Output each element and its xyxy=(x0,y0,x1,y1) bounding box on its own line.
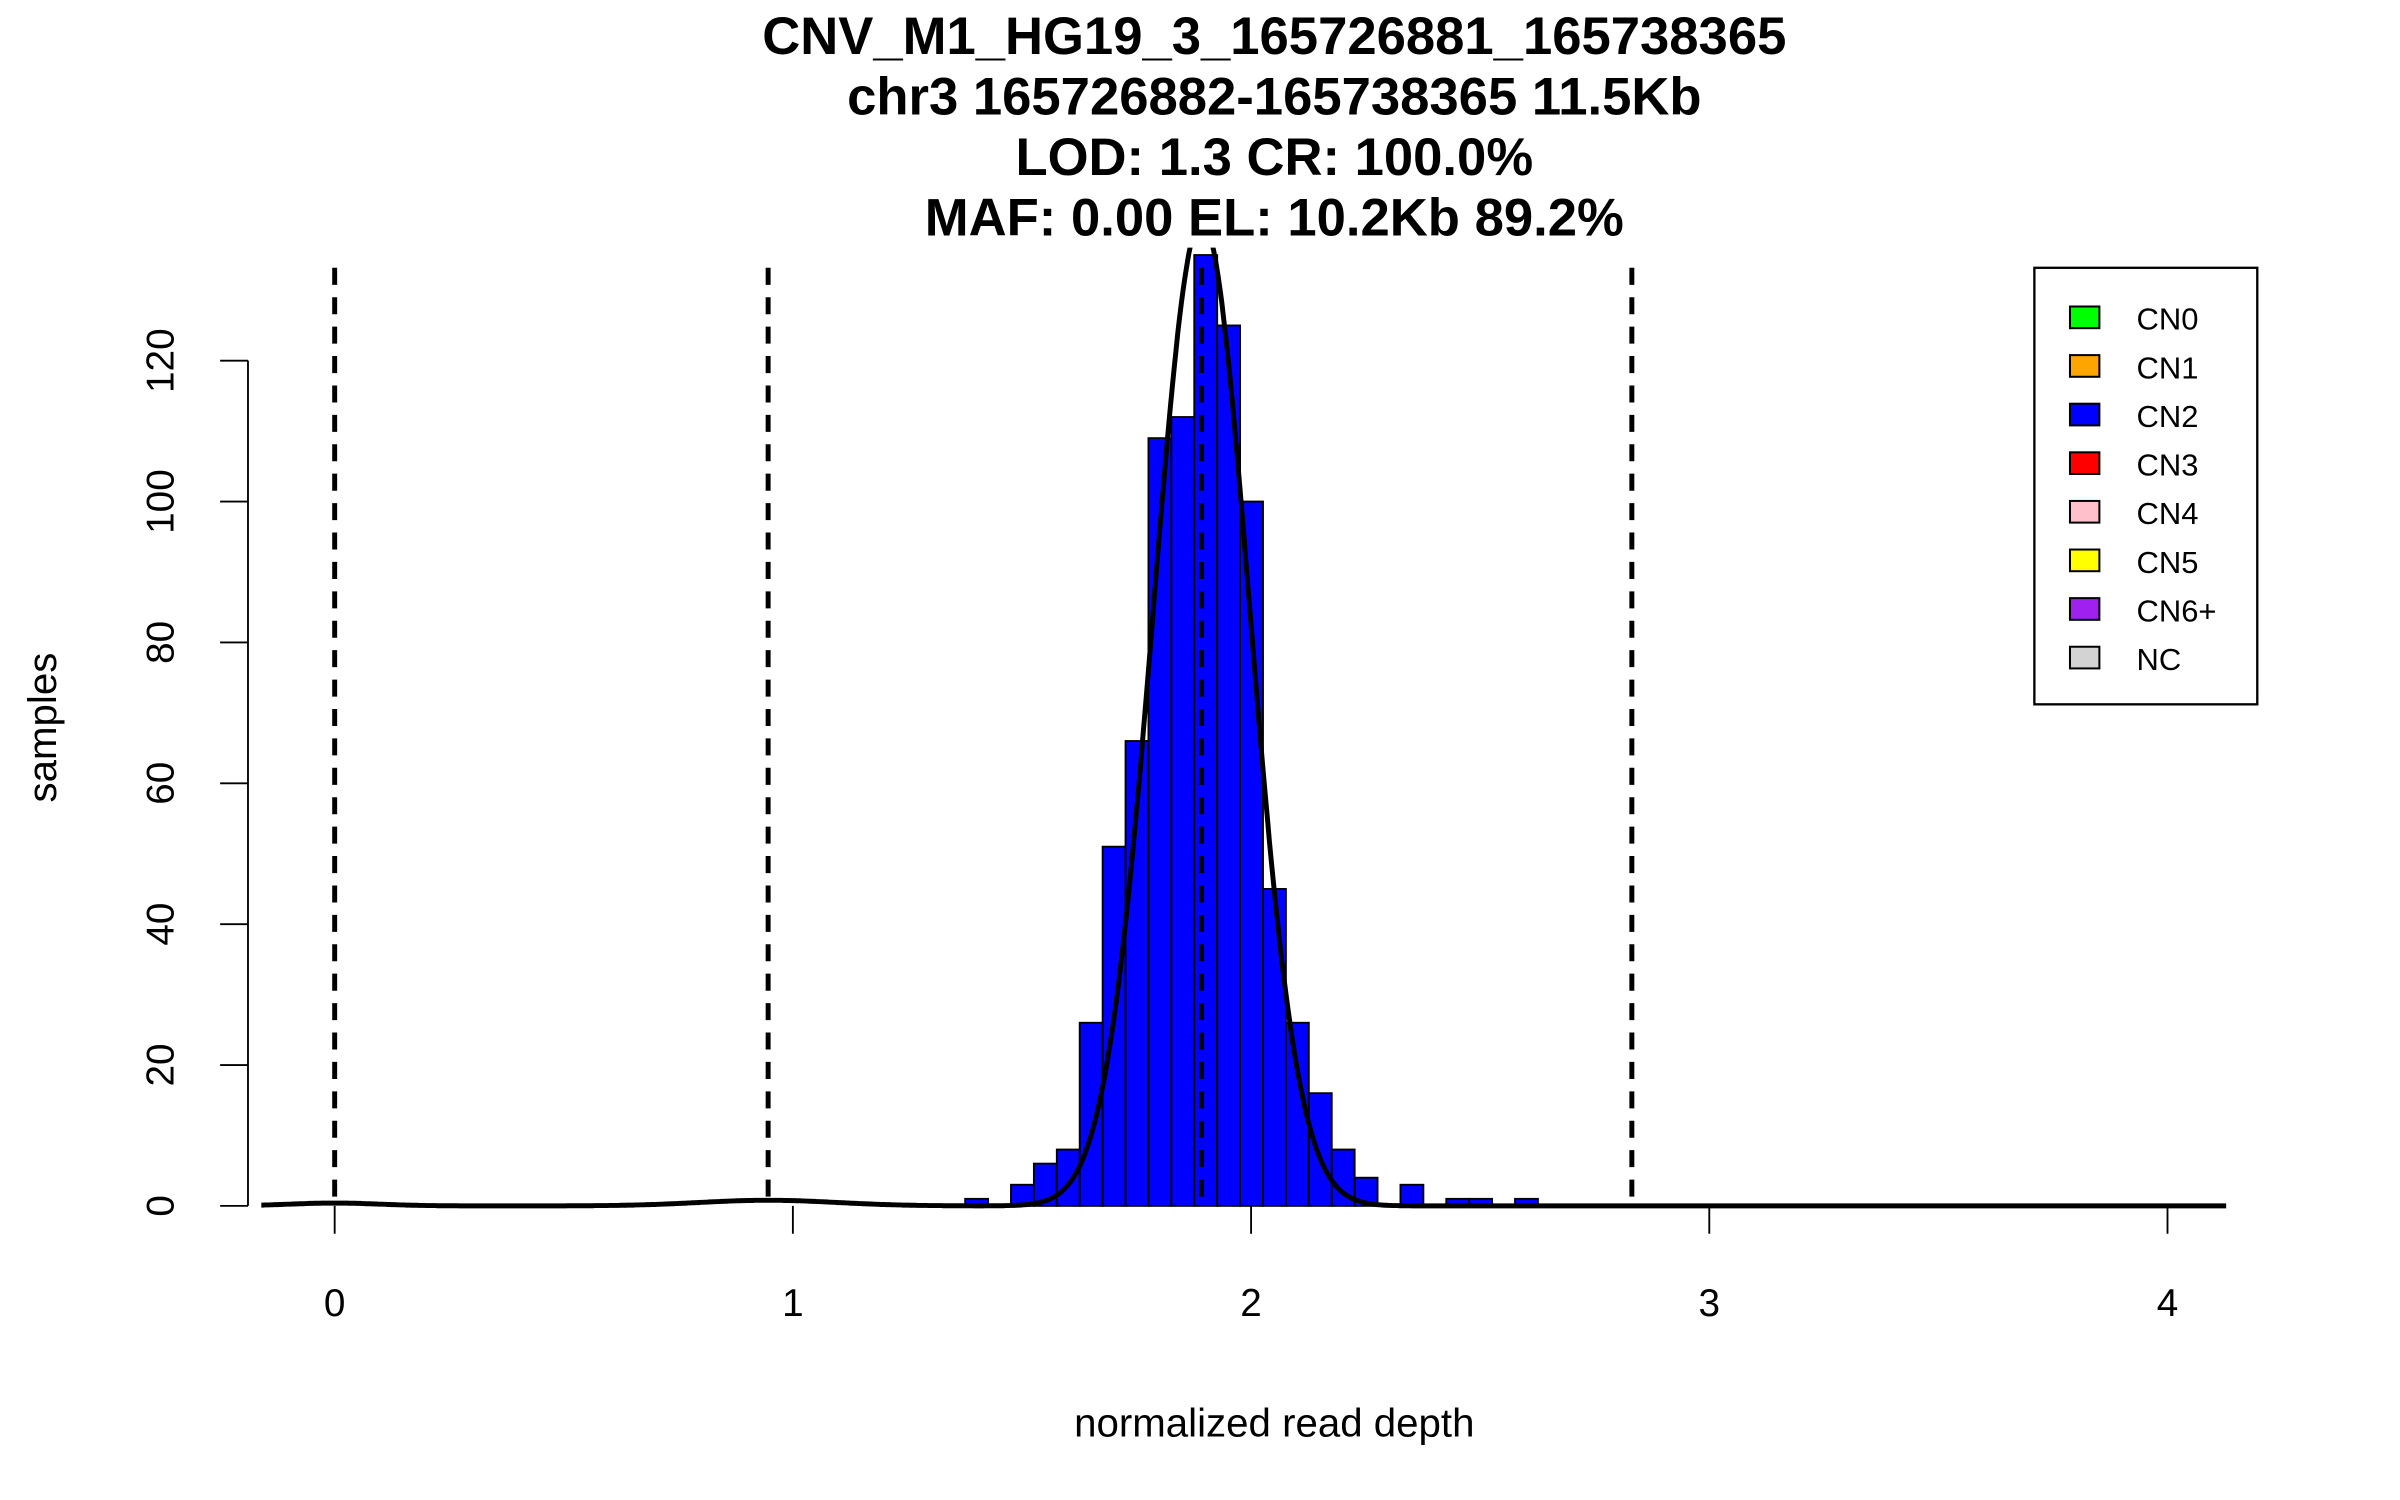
histogram-bar xyxy=(1055,1148,1081,1207)
y-tick-label: 120 xyxy=(140,328,183,393)
x-tick-label: 1 xyxy=(782,1282,804,1325)
histogram-bar xyxy=(1193,254,1219,1207)
title-line-4: MAF: 0.00 EL: 10.2Kb 89.2% xyxy=(925,188,1624,247)
legend-label: CN2 xyxy=(2137,399,2199,434)
legend-swatch xyxy=(2068,354,2101,378)
histogram-bar xyxy=(1170,416,1196,1207)
legend-swatch xyxy=(2068,597,2101,621)
chart-title: CNV_M1_HG19_3_165726881_165738365 chr3 1… xyxy=(762,7,1786,247)
legend-label: NC xyxy=(2137,642,2182,677)
x-tick-label: 0 xyxy=(324,1282,346,1325)
histogram-bar xyxy=(1353,1176,1379,1207)
y-tick-label: 40 xyxy=(140,903,183,946)
x-tick-label: 4 xyxy=(2157,1282,2179,1325)
legend-label: CN3 xyxy=(2137,448,2199,483)
copy-number-thresholds xyxy=(332,267,1635,1206)
legend: CN0 CN1 CN2 CN3 CN4 CN5 CN6+ NC xyxy=(2033,266,2259,706)
y-tick-label: 80 xyxy=(140,621,183,664)
title-line-2: chr3 165726882-165738365 11.5Kb xyxy=(847,68,1701,127)
legend-label: CN5 xyxy=(2137,545,2199,580)
legend-swatch xyxy=(2068,451,2101,476)
y-tick-label: 20 xyxy=(140,1043,183,1086)
y-axis-label: samples xyxy=(20,653,65,803)
x-tick-label: 3 xyxy=(1699,1282,1721,1325)
histogram-bars xyxy=(964,254,1539,1207)
legend-label: CN4 xyxy=(2137,496,2199,531)
histogram-bar xyxy=(1399,1183,1425,1207)
y-axis: 0 20 40 60 80 100 120 xyxy=(140,328,249,1217)
histogram-bar xyxy=(1307,1092,1333,1207)
legend-swatch xyxy=(2068,402,2101,427)
x-axis-label: normalized read depth xyxy=(1074,1401,1474,1446)
x-tick-label: 2 xyxy=(1240,1282,1262,1325)
legend-swatch xyxy=(2068,499,2101,524)
legend-label: CN1 xyxy=(2137,350,2199,385)
legend-swatch xyxy=(2068,548,2101,573)
x-axis: 0 1 2 3 4 xyxy=(324,1205,2179,1325)
fit-curve xyxy=(261,247,2227,1209)
title-line-1: CNV_M1_HG19_3_165726881_165738365 xyxy=(762,7,1786,66)
y-tick-label: 0 xyxy=(140,1195,183,1217)
fit-curve-group xyxy=(261,247,2227,1209)
histogram-bar xyxy=(1262,888,1287,1207)
y-tick-label: 60 xyxy=(140,762,183,805)
title-line-3: LOD: 1.3 CR: 100.0% xyxy=(1015,128,1533,187)
legend-swatch xyxy=(2068,645,2101,670)
legend-label: CN0 xyxy=(2137,302,2199,337)
y-tick-label: 100 xyxy=(140,469,183,534)
legend-box xyxy=(2033,266,2259,706)
legend-swatch xyxy=(2068,305,2101,330)
legend-label: CN6+ xyxy=(2137,593,2217,628)
